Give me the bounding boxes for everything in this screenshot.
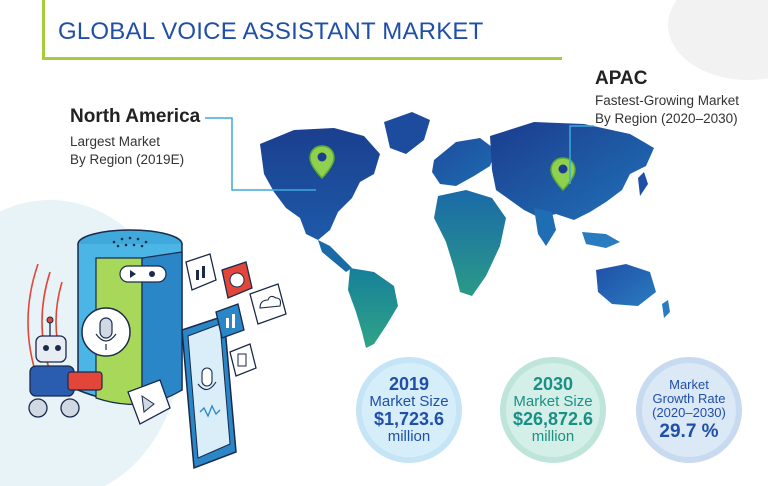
map-japan [638,172,648,196]
header-accent-vertical [42,0,45,60]
pie-chart-icon [221,261,253,299]
stat-2030-year: 2030 [532,374,574,395]
apac-line1: Fastest-Growing Market [595,93,740,108]
cloud-icon [249,283,287,325]
apac-subtitle: Fastest-Growing Market By Region (2020–2… [595,92,739,128]
map-south-america [348,268,398,348]
apac-title: APAC [595,68,648,89]
map-southeast-asia [582,232,620,248]
smartphone-icon [181,314,237,470]
north-america-line2: By Region (2019E) [70,152,185,167]
chart-icon [185,253,217,291]
stat-growth-line2: Growth Rate [652,390,726,406]
bar-chart-icon [215,303,245,339]
location-pin-icon [309,145,335,180]
header-accent-underline [42,57,562,60]
stat-2030-market-size: 2030 Market Size $26,872.6 million [500,357,606,463]
page-title: GLOBAL VOICE ASSISTANT MARKET [58,18,484,45]
stat-growth-rate: Market Growth Rate (2020–2030) 29.7 % [636,357,742,463]
stat-2030-unit: million [531,427,575,445]
document-icon [229,343,257,377]
robot-icon [28,316,103,418]
map-africa [434,190,506,296]
map-india [534,208,556,246]
stat-growth-value: 29.7 % [659,421,719,443]
north-america-title: North America [70,106,201,127]
map-new-zealand [662,300,670,318]
map-central-america [318,240,352,272]
north-america-line1: Largest Market [70,134,161,149]
microphone-icon [81,307,131,357]
map-europe [432,138,496,186]
play-card-icon [127,379,171,425]
background-blob-right [668,0,768,80]
stat-2019-label: Market Size [369,393,449,411]
stat-2019-value: $1,723.6 [373,409,445,429]
voice-assistant-illustration [27,229,287,470]
stat-growth-line3: (2020–2030) [652,405,726,421]
stat-2019-market-size: 2019 Market Size $1,723.6 million [356,357,462,463]
stat-2030-value: $26,872.6 [512,409,594,429]
stat-2030-label: Market Size [513,393,593,411]
apac-line2: By Region (2020–2030) [595,111,738,126]
stat-2019-year: 2019 [388,374,430,395]
stat-2019-unit: million [387,427,431,445]
map-greenland [384,112,430,154]
stat-growth-line1: Market [669,376,709,392]
map-australia [596,264,656,306]
north-america-subtitle: Largest Market By Region (2019E) [70,133,184,169]
